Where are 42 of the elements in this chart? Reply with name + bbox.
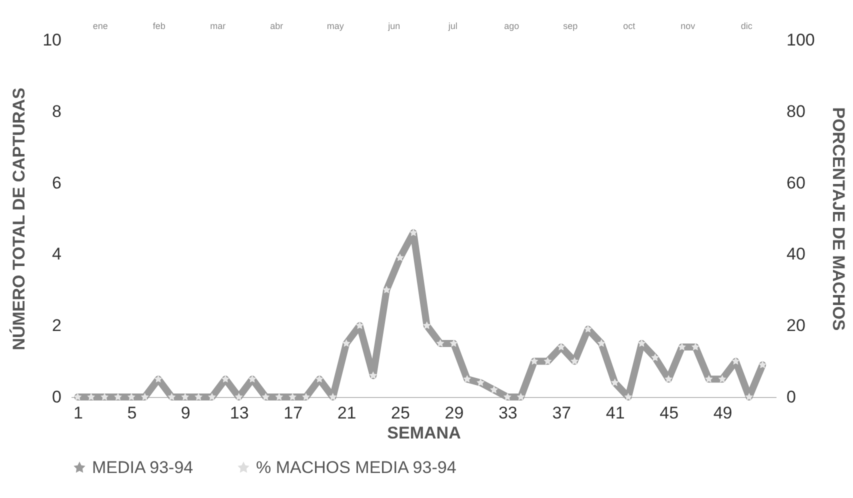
y2-tick-label: 40 bbox=[786, 244, 806, 264]
text: oct bbox=[623, 21, 636, 31]
y-axis-title: NÚMERO TOTAL DE CAPTURAS bbox=[8, 88, 29, 350]
x-tick-label: 41 bbox=[606, 404, 625, 422]
x-tick-label: 9 bbox=[180, 404, 190, 422]
y2-axis-title: PORCENTAJE DE MACHOS bbox=[828, 107, 848, 331]
y2-tick-label: 80 bbox=[786, 102, 806, 121]
y-tick-label: 6 bbox=[52, 173, 62, 192]
text: abr bbox=[270, 21, 284, 31]
x-tick-label: 45 bbox=[660, 404, 679, 422]
x-tick-label: 37 bbox=[552, 404, 572, 422]
x-tick-label: 49 bbox=[713, 404, 732, 422]
text: may bbox=[326, 21, 344, 31]
text: ago bbox=[504, 21, 520, 31]
text: nov bbox=[680, 21, 696, 31]
y2-tick-label: 100 bbox=[786, 30, 815, 50]
x-tick-label: 21 bbox=[337, 404, 356, 422]
text: mar bbox=[210, 21, 226, 31]
y-tick-label: 8 bbox=[52, 102, 62, 121]
text: jun bbox=[387, 21, 400, 31]
x-tick-label: 13 bbox=[230, 404, 249, 422]
y-tick-label: 10 bbox=[42, 30, 62, 50]
x-tick-label: 25 bbox=[391, 404, 410, 422]
text: feb bbox=[152, 21, 166, 31]
y-tick-label: 0 bbox=[52, 388, 62, 406]
text: jul bbox=[447, 21, 458, 31]
y-tick-label: 2 bbox=[52, 316, 62, 336]
y-tick-label: 4 bbox=[52, 244, 62, 264]
text: dic bbox=[740, 21, 753, 31]
y2-tick-label: 0 bbox=[786, 388, 796, 406]
x-tick-label: 29 bbox=[444, 404, 464, 422]
text: sep bbox=[563, 21, 578, 31]
y2-tick-label: 20 bbox=[786, 316, 806, 336]
x-tick-label: 33 bbox=[498, 404, 518, 422]
x-tick-label: 17 bbox=[284, 404, 303, 422]
x-tick-label: 1 bbox=[73, 404, 83, 422]
text: ene bbox=[92, 21, 108, 31]
x-axis-title: SEMANA bbox=[387, 424, 461, 442]
x-tick-label: 5 bbox=[127, 404, 137, 422]
legend-label: % MACHOS MEDIA 93-94 bbox=[256, 458, 456, 477]
y2-tick-label: 60 bbox=[786, 173, 806, 192]
legend-label: MEDIA 93-94 bbox=[92, 458, 194, 477]
